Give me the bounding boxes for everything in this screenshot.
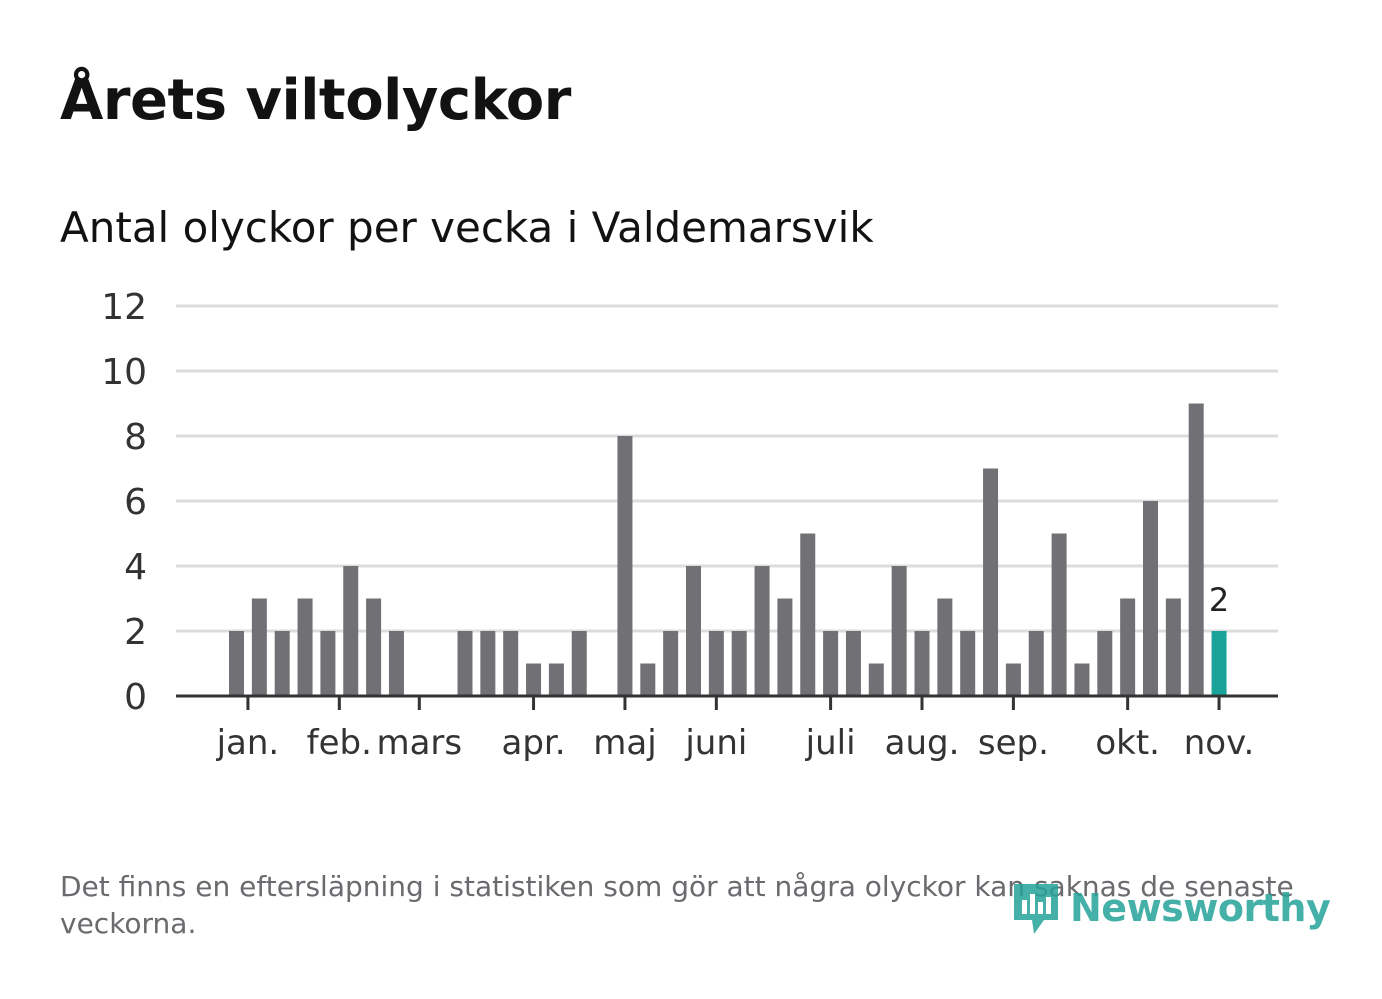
x-tick-label: maj xyxy=(593,723,656,763)
bar xyxy=(571,631,587,696)
bar-chart: 0 2 4 6 8 10 12 2 jan. feb. mars apr. maj juni juli aug… xyxy=(101,287,1278,763)
bar xyxy=(960,631,976,696)
bar xyxy=(1143,501,1158,696)
bar xyxy=(937,598,953,696)
bar xyxy=(891,566,907,696)
bar xyxy=(686,566,701,696)
bar xyxy=(617,436,633,696)
bar xyxy=(366,598,382,696)
bar xyxy=(297,598,313,696)
bar xyxy=(1074,663,1090,696)
footnote: Det finns en eftersläpning i statistiken… xyxy=(60,870,1294,940)
y-tick-label: 10 xyxy=(101,352,147,393)
bar xyxy=(229,631,244,696)
bar xyxy=(1188,403,1204,696)
bar xyxy=(731,631,747,696)
chart-title: Årets viltolyckor xyxy=(60,68,571,133)
bar xyxy=(663,631,679,696)
bar xyxy=(343,566,359,696)
bar xyxy=(1165,598,1181,696)
data-label-latest: 2 xyxy=(1209,581,1229,619)
bar xyxy=(1005,663,1021,696)
bar xyxy=(640,663,656,696)
bar xyxy=(251,598,267,696)
bar xyxy=(1028,631,1044,696)
x-tick-label: feb. xyxy=(307,723,372,763)
bar xyxy=(1051,533,1067,696)
x-tick-label: nov. xyxy=(1184,723,1255,763)
y-tick-label: 2 xyxy=(124,612,147,653)
bar xyxy=(1097,631,1113,696)
bar xyxy=(800,533,816,696)
newsworthy-logo: Newsworthy xyxy=(1010,878,1331,938)
bar xyxy=(823,631,839,696)
bar xyxy=(274,631,290,696)
bar xyxy=(754,566,770,696)
bar xyxy=(526,663,542,696)
bar xyxy=(845,631,861,696)
bar xyxy=(868,663,884,696)
bar xyxy=(503,631,519,696)
bar xyxy=(983,468,999,696)
x-tick-label: okt. xyxy=(1095,723,1160,763)
chart-subtitle: Antal olyckor per vecka i Valdemarsvik xyxy=(60,203,874,252)
y-tick-label: 12 xyxy=(101,287,147,328)
bar xyxy=(457,631,473,696)
bar xyxy=(777,598,793,696)
bar xyxy=(388,631,404,696)
y-tick-label: 8 xyxy=(124,417,147,458)
x-tick-label: jan. xyxy=(216,723,280,763)
bar xyxy=(480,631,496,696)
bar xyxy=(548,663,564,696)
bar xyxy=(708,631,724,696)
x-tick-label: aug. xyxy=(885,723,960,763)
x-tick-label: mars xyxy=(376,723,462,763)
x-tick-label: juni xyxy=(684,723,747,763)
bar xyxy=(320,631,336,696)
bar-latest xyxy=(1211,631,1227,696)
newsworthy-logo-icon xyxy=(1014,884,1058,934)
x-tick-label: juli xyxy=(805,723,856,763)
bar xyxy=(914,631,930,696)
x-tick-label: apr. xyxy=(502,723,566,763)
y-tick-label: 6 xyxy=(124,482,147,523)
x-tick-label: sep. xyxy=(978,723,1049,763)
logo-text: Newsworthy xyxy=(1070,886,1331,930)
y-tick-label: 4 xyxy=(124,547,147,588)
y-tick-label: 0 xyxy=(124,677,147,718)
bar xyxy=(1120,598,1136,696)
